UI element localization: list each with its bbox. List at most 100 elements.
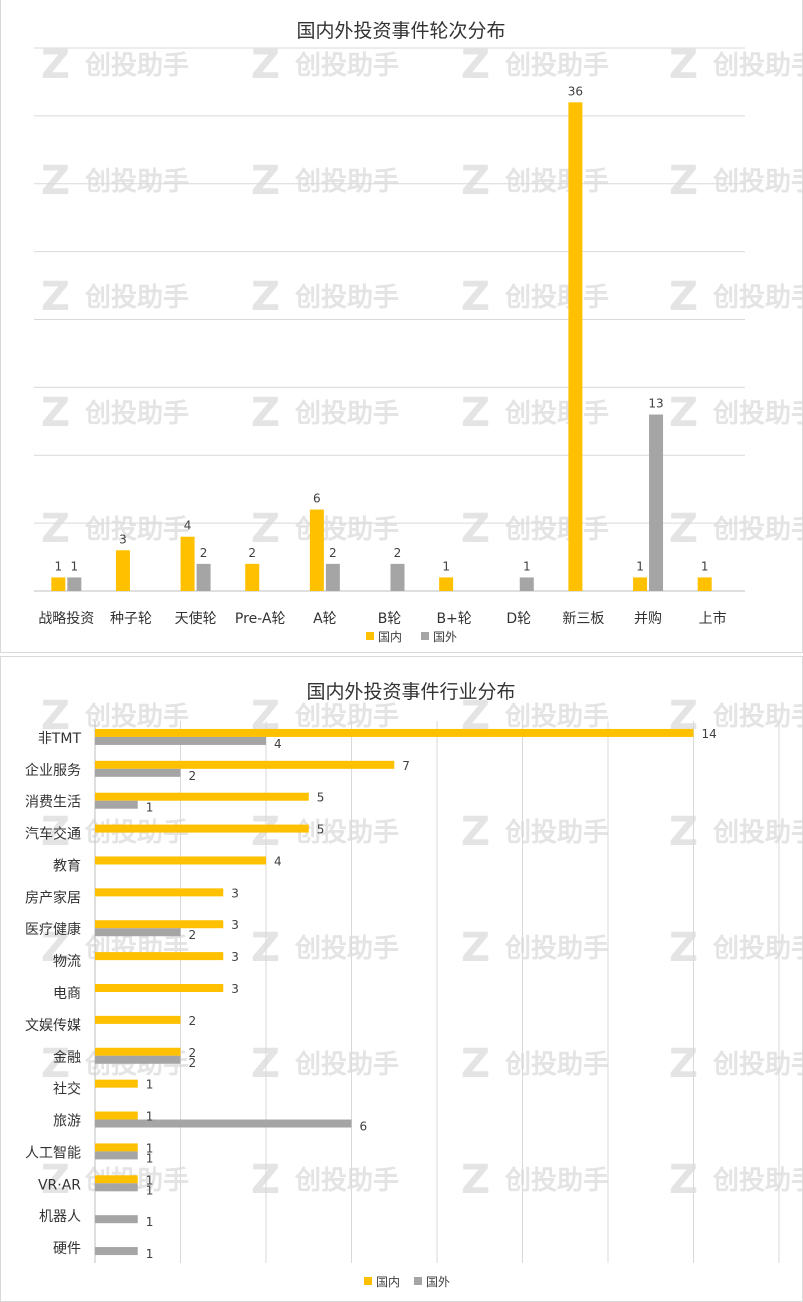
data-label: 1 (70, 559, 78, 573)
y-tick-label: 社交 (53, 1081, 81, 1098)
chart-title: 国内外投资事件轮次分布 (296, 20, 505, 42)
bar-foreign (95, 928, 181, 937)
bar-domestic (697, 577, 712, 591)
data-label: 3 (231, 982, 239, 996)
y-tick-label: VR·AR (38, 1177, 81, 1193)
bar-foreign (95, 768, 181, 777)
x-tick-label: 战略投资 (38, 611, 94, 627)
watermark-text: 创投助手 (294, 934, 399, 964)
chart-rounds-panel: Z 创投助手 Z 创投助手 Z 创投助手 Z 创投助手 Z 创投助手 Z 创投助手 Z 创投助手 Z 创投助手… (0, 0, 803, 653)
watermark-text: 创投助手 (712, 1050, 802, 1080)
watermark-text: 创投助手 (504, 1166, 609, 1196)
bar-foreign (519, 577, 534, 591)
data-label: 3 (231, 918, 239, 932)
data-label: 2 (248, 546, 256, 560)
legend-swatch (414, 1277, 422, 1285)
bar-domestic (95, 1015, 181, 1024)
data-label: 1 (146, 1078, 154, 1092)
watermark-text: 创投助手 (504, 283, 609, 313)
data-label: 3 (119, 532, 127, 546)
bar-domestic (439, 577, 454, 591)
y-tick-label: 非TMT (38, 731, 82, 747)
x-tick-label: Pre-A轮 (235, 611, 286, 627)
bar-domestic (115, 550, 130, 591)
legend-label: 国外 (426, 1275, 450, 1289)
y-tick-label: 医疗健康 (25, 921, 81, 938)
bar-domestic (633, 577, 648, 591)
data-label: 13 (648, 397, 663, 411)
watermark-text: 创投助手 (712, 1166, 802, 1196)
bar-domestic (309, 509, 324, 591)
y-tick-label: 企业服务 (25, 762, 81, 779)
data-label: 2 (189, 1046, 197, 1060)
y-tick-label: 物流 (53, 954, 81, 970)
watermark-text: 创投助手 (712, 702, 802, 732)
data-label: 6 (313, 492, 321, 506)
watermark-text: 创投助手 (504, 515, 609, 545)
watermark-logo: Z (461, 1041, 490, 1087)
data-label: 1 (146, 1215, 154, 1229)
y-tick-label: 金融 (53, 1050, 81, 1066)
watermark-text: 创投助手 (504, 702, 609, 732)
data-label: 1 (146, 1151, 154, 1165)
bar-domestic (95, 1111, 138, 1120)
data-label: 3 (231, 950, 239, 964)
legend-label: 国外 (433, 630, 457, 644)
x-tick-label: A轮 (313, 611, 337, 627)
watermark-text: 创投助手 (504, 167, 609, 197)
bar-foreign (95, 1247, 138, 1256)
watermark-text: 创投助手 (294, 818, 399, 848)
watermark-text: 创投助手 (84, 167, 189, 197)
bar-foreign (95, 1183, 138, 1192)
watermark-text: 创投助手 (294, 515, 399, 545)
bar-domestic (95, 888, 224, 897)
watermark-text: 创投助手 (294, 283, 399, 313)
watermark-text: 创投助手 (504, 51, 609, 81)
x-tick-label: 上市 (699, 610, 727, 627)
watermark-text: 创投助手 (712, 51, 802, 81)
watermark-logo: Z (461, 274, 490, 320)
watermark-logo: Z (41, 506, 70, 552)
chart-industry-svg: Z 创投助手 Z 创投助手 Z 创投助手 Z 创投助手 Z 创投助手 Z 创投助手 Z 创投助手 Z 创投助手… (25, 681, 802, 1289)
data-label: 2 (189, 1014, 197, 1028)
data-label: 2 (189, 769, 197, 783)
watermark-text: 创投助手 (294, 51, 399, 81)
watermark-text: 创投助手 (84, 51, 189, 81)
data-label: 2 (189, 928, 197, 942)
watermark-logo: Z (461, 506, 490, 552)
watermark-logo: Z (669, 506, 698, 552)
watermark-logo: Z (41, 925, 70, 971)
watermark-logo: Z (669, 274, 698, 320)
data-label: 1 (701, 559, 709, 573)
y-tick-label: 教育 (53, 858, 81, 874)
watermark-layer: Z 创投助手 Z 创投助手 Z 创投助手 Z 创投助手 Z 创投助手 Z 创投助手 Z 创投助手 Z 创投助手… (41, 42, 802, 552)
bar-domestic (95, 824, 309, 833)
y-tick-label: 文娱传媒 (25, 1018, 81, 1034)
data-label: 14 (702, 727, 717, 741)
chart-title: 国内外投资事件行业分布 (306, 681, 515, 703)
watermark-logo: Z (251, 274, 280, 320)
y-tick-label: 硬件 (53, 1241, 81, 1257)
watermark-text: 创投助手 (294, 399, 399, 429)
watermark-logo: Z (41, 809, 70, 855)
watermark-logo: Z (41, 158, 70, 204)
bar-domestic (95, 920, 224, 929)
watermark-logo: Z (461, 42, 490, 88)
data-label: 5 (317, 823, 325, 837)
legend-label: 国内 (378, 630, 402, 644)
watermark-logo: Z (251, 390, 280, 436)
watermark-text: 创投助手 (84, 702, 189, 732)
bar-domestic (95, 1143, 138, 1152)
watermark-text: 创投助手 (504, 818, 609, 848)
data-label: 4 (184, 519, 192, 533)
watermark-logo: Z (41, 1041, 70, 1087)
watermark-logo: Z (461, 809, 490, 855)
bar-foreign (196, 563, 211, 591)
watermark-logo: Z (669, 158, 698, 204)
data-label: 2 (329, 546, 337, 560)
watermark-logo: Z (41, 390, 70, 436)
bar-domestic (95, 1079, 138, 1088)
bar-foreign (95, 1215, 138, 1224)
x-tick-label: 并购 (634, 611, 662, 627)
watermark-text: 创投助手 (712, 283, 802, 313)
